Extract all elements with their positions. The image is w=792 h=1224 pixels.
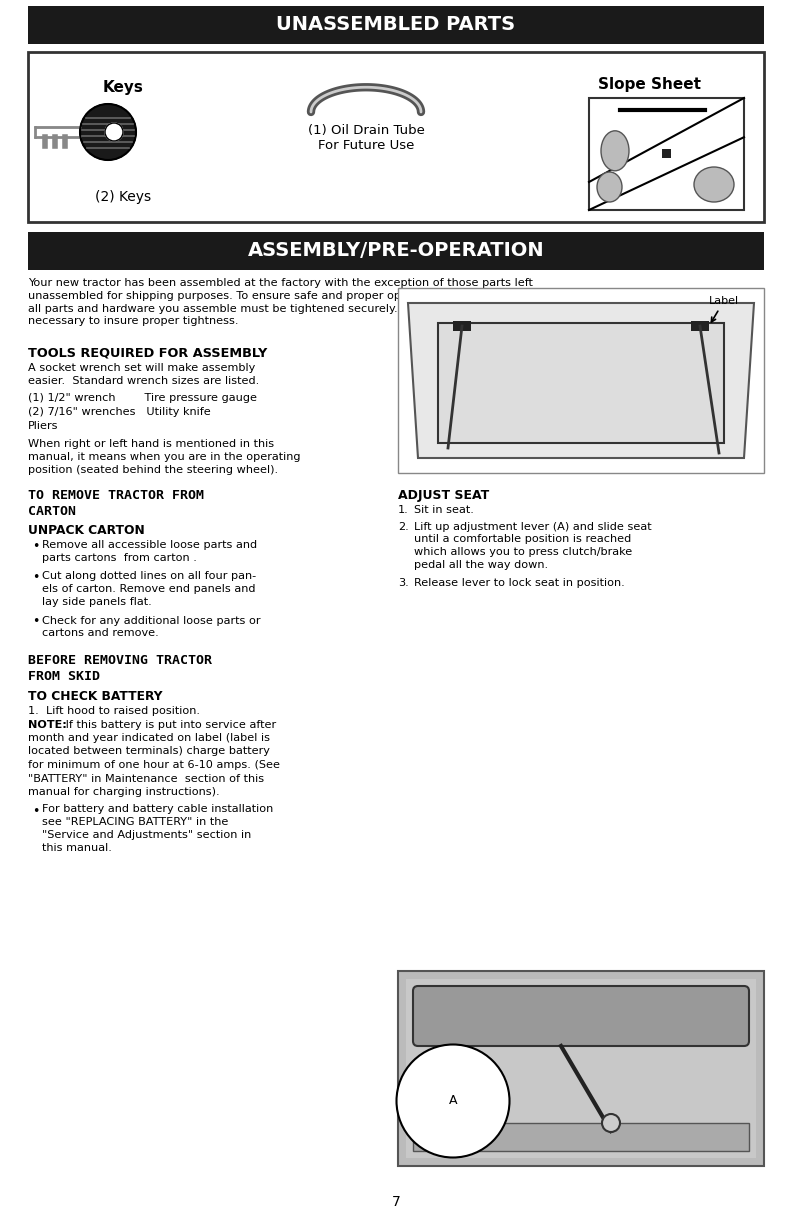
Text: located between terminals) charge battery: located between terminals) charge batter… [28,747,270,756]
Text: Slope Sheet: Slope Sheet [597,77,700,92]
Text: TOOLS REQUIRED FOR ASSEMBLY: TOOLS REQUIRED FOR ASSEMBLY [28,346,267,359]
Bar [589,98,744,211]
Text: TO REMOVE TRACTOR FROM
CARTON: TO REMOVE TRACTOR FROM CARTON [28,490,204,518]
Bar [662,149,671,158]
Polygon shape [408,304,754,458]
Bar [398,971,764,1166]
Text: •: • [32,616,40,628]
Text: If this battery is put into service after: If this battery is put into service afte… [62,720,276,730]
Bar [453,321,471,330]
Text: NOTE:: NOTE: [28,720,67,730]
Circle shape [602,1114,620,1132]
Text: 2.: 2. [398,521,409,531]
Bar [406,979,756,1158]
Text: For battery and battery cable installation
see "REPLACING BATTERY" in the
"Servi: For battery and battery cable installati… [42,804,273,853]
Text: 7: 7 [391,1195,401,1209]
FancyBboxPatch shape [413,987,749,1047]
Text: When right or left hand is mentioned in this
manual, it means when you are in th: When right or left hand is mentioned in … [28,439,300,475]
Text: "BATTERY" in Maintenance  section of this: "BATTERY" in Maintenance section of this [28,774,264,783]
Text: UNPACK CARTON: UNPACK CARTON [28,524,145,537]
Text: month and year indicated on label (label is: month and year indicated on label (label… [28,733,270,743]
Ellipse shape [597,173,622,202]
Text: Pliers: Pliers [28,421,59,431]
Text: ADJUST SEAT: ADJUST SEAT [398,490,489,502]
Bar [438,323,724,443]
Ellipse shape [601,131,629,171]
Text: (2) Keys: (2) Keys [95,190,151,204]
Text: Sit in seat.: Sit in seat. [414,506,474,515]
Text: manual for charging instructions).: manual for charging instructions). [28,787,219,797]
Text: (2) 7/16" wrenches   Utility knife: (2) 7/16" wrenches Utility knife [28,408,211,417]
Text: •: • [32,804,40,818]
Text: Cut along dotted lines on all four pan-
els of carton. Remove end panels and
lay: Cut along dotted lines on all four pan- … [42,572,256,607]
Text: for minimum of one hour at 6-10 amps. (See: for minimum of one hour at 6-10 amps. (S… [28,760,280,770]
Text: TO CHECK BATTERY: TO CHECK BATTERY [28,689,162,703]
Text: Remove all accessible loose parts and
parts cartons  from carton .: Remove all accessible loose parts and pa… [42,540,257,563]
Text: BEFORE REMOVING TRACTOR
FROM SKID: BEFORE REMOVING TRACTOR FROM SKID [28,655,212,683]
Text: 3.: 3. [398,579,409,589]
Text: •: • [32,572,40,584]
Bar [28,6,764,44]
Text: Release lever to lock seat in position.: Release lever to lock seat in position. [414,579,625,589]
Text: Keys: Keys [102,80,143,95]
Text: Label: Label [709,296,739,322]
Text: (1) Oil Drain Tube
For Future Use: (1) Oil Drain Tube For Future Use [307,124,425,152]
Bar [691,321,709,330]
Text: 1.: 1. [398,506,409,515]
Text: •: • [32,540,40,553]
Text: 1.  Lift hood to raised position.: 1. Lift hood to raised position. [28,705,200,716]
Text: Your new tractor has been assembled at the factory with the exception of those p: Your new tractor has been assembled at t… [28,278,535,327]
Ellipse shape [694,166,734,202]
Bar [28,51,764,222]
Text: (1) 1/2" wrench        Tire pressure gauge: (1) 1/2" wrench Tire pressure gauge [28,393,257,403]
Text: UNASSEMBLED PARTS: UNASSEMBLED PARTS [276,16,516,34]
Bar [28,233,764,271]
Text: Lift up adjustment lever (A) and slide seat
until a comfortable position is reac: Lift up adjustment lever (A) and slide s… [414,521,652,570]
Circle shape [105,122,123,141]
Bar [413,1122,749,1151]
Text: A: A [449,1094,457,1108]
Circle shape [80,104,136,160]
Bar [413,1122,749,1151]
Bar [398,288,764,472]
Text: A socket wrench set will make assembly
easier.  Standard wrench sizes are listed: A socket wrench set will make assembly e… [28,364,259,386]
Text: Check for any additional loose parts or
cartons and remove.: Check for any additional loose parts or … [42,616,261,638]
Text: ASSEMBLY/PRE-OPERATION: ASSEMBLY/PRE-OPERATION [248,241,544,261]
